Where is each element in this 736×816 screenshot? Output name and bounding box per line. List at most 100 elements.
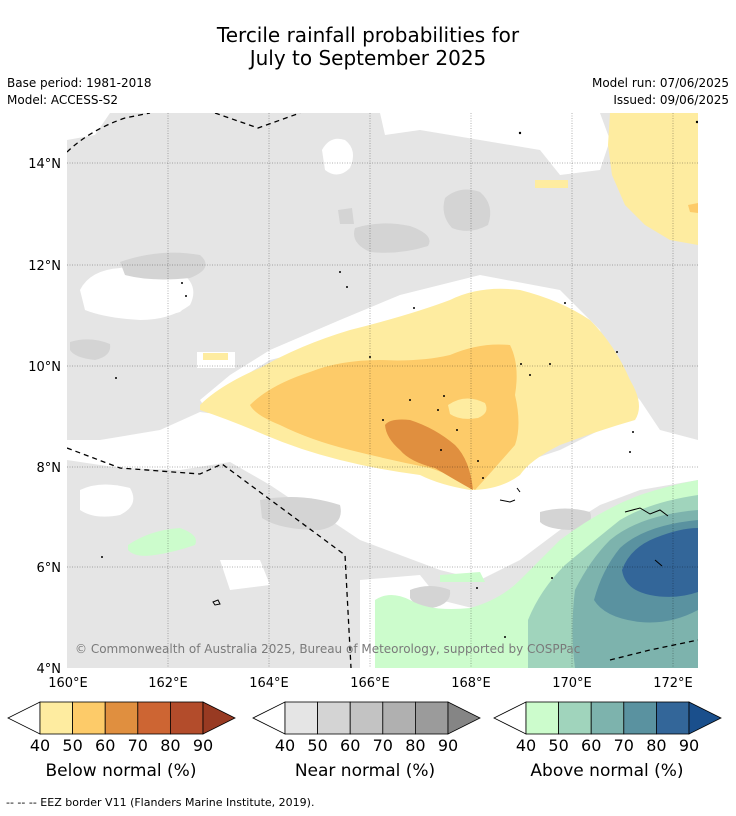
lat-label: 12°N (28, 259, 61, 274)
island-marker (101, 556, 103, 558)
island-marker (382, 419, 384, 421)
lat-label: 10°N (28, 360, 61, 375)
island-outlines (212, 487, 669, 606)
eez-borders (67, 113, 698, 668)
eez-border-line (67, 113, 151, 153)
island-outline (624, 507, 669, 517)
colorbar-segment (169, 701, 204, 735)
colorbar-tick-label: 90 (193, 736, 213, 755)
island-marker (346, 286, 348, 288)
map-plot-area: © Commonwealth of Australia 2025, Bureau… (67, 113, 698, 668)
lon-label: 162°E (148, 676, 188, 691)
below-normal-50-region (688, 203, 698, 213)
island-outline (654, 559, 663, 567)
no-dominant-region (145, 282, 188, 314)
colorbar-under-triangle (493, 701, 527, 735)
colorbar-tick-label: 40 (275, 736, 295, 755)
near-normal-50-region (120, 252, 206, 280)
colorbar-segment (382, 701, 416, 735)
no-dominant-region (80, 484, 134, 517)
map-title-line2: July to September 2025 (249, 46, 487, 70)
longitude-labels: 160°E 162°E 164°E 166°E 168°E 170°E 172°… (48, 676, 693, 691)
copyright-text: © Commonwealth of Australia 2025, Bureau… (75, 642, 580, 656)
no-dominant-region (322, 138, 354, 175)
island-outline (516, 487, 521, 493)
island-marker (369, 356, 371, 358)
colorbar-tick-label: 50 (62, 736, 82, 755)
island-marker (482, 477, 484, 479)
colorbar-tick-label: 60 (581, 736, 601, 755)
legend-colorbars: 40 50 60 70 80 90 40 50 60 70 80 90 40 50 60 70 80 90 (7, 701, 722, 755)
lon-label: 164°E (249, 676, 289, 691)
island-marker (443, 395, 445, 397)
colorbar-tick-label: 80 (646, 736, 666, 755)
island-marker (440, 449, 442, 451)
near-normal-50-region (443, 189, 491, 231)
lat-label: 14°N (28, 157, 61, 172)
colorbar-segment (104, 701, 139, 735)
map-title-line1: Tercile rainfall probabilities for (216, 23, 520, 47)
above-normal-40-region (440, 572, 485, 582)
island-marker (409, 399, 411, 401)
colorbar-over-triangle (447, 701, 481, 735)
lon-label: 166°E (350, 676, 390, 691)
colorbar-over-triangle (202, 701, 236, 735)
island-marker (616, 351, 618, 353)
eez-border-line (609, 639, 698, 661)
above-normal-caption: Above normal (%) (530, 761, 684, 781)
near-normal-50-region (70, 339, 111, 360)
colorbar-segment (525, 701, 559, 735)
map-gridlines (67, 113, 698, 668)
island-marker (529, 374, 531, 376)
lat-label: 4°N (37, 662, 62, 677)
colorbar-segment (590, 701, 625, 735)
no-dominant-region (380, 113, 610, 175)
colorbar-segment (349, 701, 384, 735)
colorbar-segment (137, 701, 171, 735)
base-period-label: Base period: 1981-2018 (7, 76, 152, 90)
island-marker (339, 271, 341, 273)
lon-label: 160°E (48, 676, 88, 691)
island-marker (437, 409, 439, 411)
colorbar-tick-label: 40 (516, 736, 536, 755)
colorbar-segment (414, 701, 449, 735)
island-marker (520, 363, 522, 365)
island-marker (629, 451, 631, 453)
colorbar-under-triangle (252, 701, 286, 735)
lat-label: 8°N (37, 461, 62, 476)
lon-label: 168°E (451, 676, 491, 691)
near-normal-50-region (354, 223, 430, 253)
island-marker (564, 302, 566, 304)
colorbar-tick-label: 70 (614, 736, 634, 755)
above-normal-40-region (128, 528, 196, 556)
above-normal-80-region (622, 528, 698, 597)
lon-label: 170°E (552, 676, 592, 691)
island-outline (499, 499, 516, 503)
island-marker (456, 429, 458, 431)
colorbar-segment (317, 701, 351, 735)
no-dominant-region (220, 560, 270, 590)
colorbar-tick-label: 80 (160, 736, 180, 755)
eez-footer-note: -- -- -- EEZ border V11 (Flanders Marine… (6, 796, 315, 809)
island-marker (504, 636, 506, 638)
colorbar-tick-label: 70 (128, 736, 148, 755)
colorbar-segment (656, 701, 690, 735)
near-normal-50-region (410, 586, 451, 608)
island-marker (518, 131, 522, 135)
below-normal-caption: Below normal (%) (45, 761, 197, 781)
island-marker (115, 377, 117, 379)
below-normal-40-hole (448, 398, 487, 419)
below-normal-60-region (385, 419, 473, 490)
below-normal-40-region (608, 113, 698, 245)
lon-label: 172°E (653, 676, 693, 691)
colorbar-segment (284, 701, 318, 735)
island-marker (695, 120, 698, 124)
near-normal-50-region (260, 496, 341, 530)
colorbar-segment (558, 701, 592, 735)
colorbar-tick-label: 60 (340, 736, 360, 755)
colorbar-over-triangle (688, 701, 722, 735)
model-run-label: Model run: 07/06/2025 (591, 76, 729, 90)
colorbar-segment (39, 701, 73, 735)
island-outline (212, 599, 221, 606)
colorbar-tick-label: 40 (30, 736, 50, 755)
